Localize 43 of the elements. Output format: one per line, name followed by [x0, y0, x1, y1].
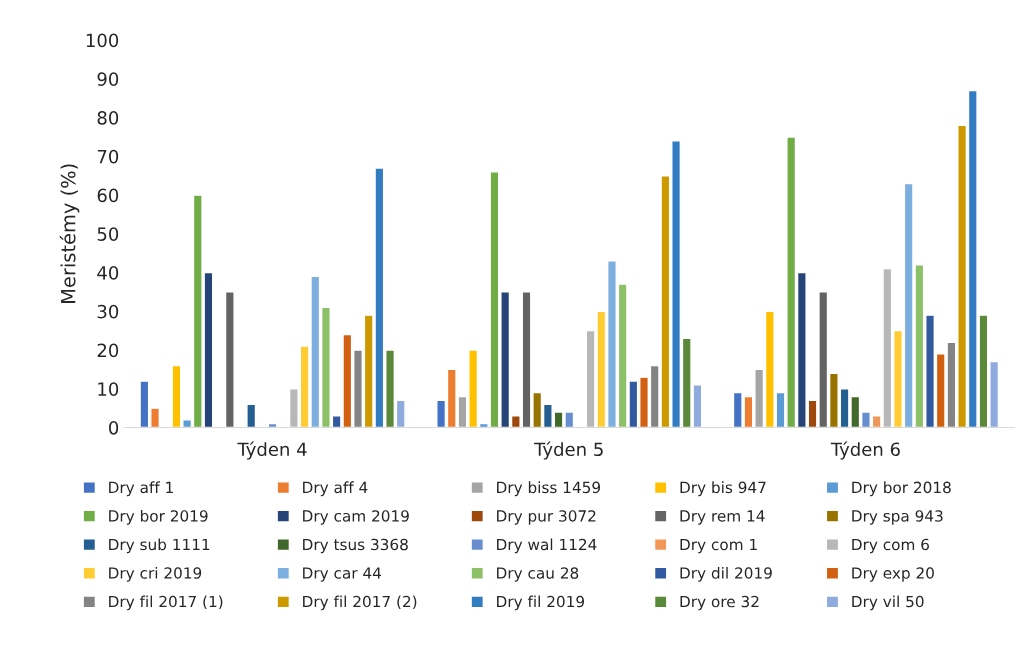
legend-label: Dry cam 2019 — [303, 510, 409, 525]
y-tick-label: 60 — [97, 188, 119, 203]
legend-label: Dry fil 2019 — [497, 595, 585, 611]
y-tick-label: 100 — [86, 33, 119, 48]
y-axis-title: Meristémy (%) — [59, 164, 80, 303]
x-tick-label: Týden 4 — [237, 441, 307, 460]
y-tick-label: 80 — [97, 111, 119, 125]
y-tick-label: 90 — [97, 72, 119, 86]
y-tick-label: 0 — [109, 420, 119, 435]
bar — [224, 291, 235, 428]
legend-label: Dry bis 947 — [680, 481, 766, 497]
legend-label: Dry spa 943 — [852, 510, 943, 525]
legend-label: Dry bor 2018 — [852, 481, 951, 497]
legend-label: Dry dil 2019 — [680, 566, 772, 582]
legend-label: Dry pur 3072 — [497, 510, 596, 525]
y-tick-label: 40 — [97, 266, 119, 280]
bar — [246, 403, 257, 428]
y-tick-label: 50 — [97, 227, 119, 241]
legend-label: Dry biss 1459 — [497, 481, 601, 497]
legend-label: Dry aff 4 — [303, 481, 368, 497]
legend-label: Dry cau 28 — [497, 567, 579, 582]
legend-label: Dry cri 2019 — [109, 566, 202, 582]
legend-label: Dry sub 1111 — [109, 538, 210, 554]
bar — [267, 422, 278, 428]
legend-label: Dry fil 2017 (1) — [109, 595, 223, 611]
legend-label: Dry vil 50 — [852, 595, 924, 611]
legend-label: Dry com 6 — [852, 538, 929, 554]
x-tick-label: Týden 5 — [534, 441, 603, 460]
y-tick-label: 10 — [98, 382, 119, 396]
legend-label: Dry ore 32 — [680, 595, 759, 611]
legend-label: Dry aff 1 — [109, 481, 173, 497]
y-tick-label: 20 — [97, 343, 119, 358]
y-tick-label: 30 — [97, 304, 119, 319]
y-tick-label: 70 — [97, 149, 119, 164]
legend-label: Dry rem 14 — [680, 510, 765, 525]
legend-label: Dry car 44 — [303, 567, 382, 582]
legend-label: Dry bor 2019 — [109, 509, 208, 525]
legend-label: Dry exp 20 — [852, 567, 934, 582]
legend-label: Dry wal 1124 — [497, 538, 597, 554]
legend-label: Dry com 1 — [680, 538, 757, 554]
legend-label: Dry tsus 3368 — [303, 538, 408, 554]
x-tick-label: Týden 6 — [830, 441, 900, 460]
legend-label: Dry fil 2017 (2) — [303, 595, 417, 611]
